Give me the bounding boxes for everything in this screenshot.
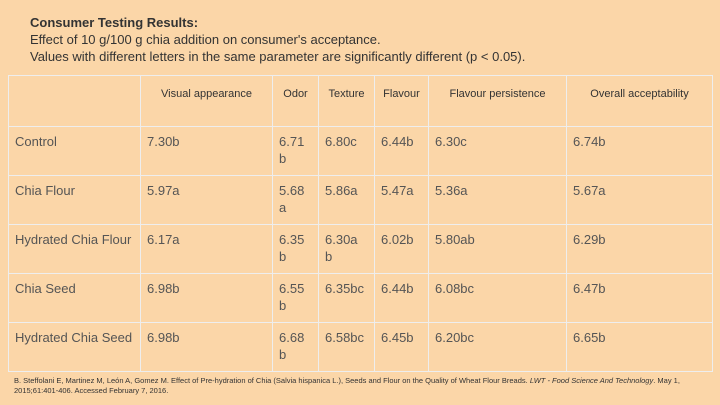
citation: B. Steffolani E, Martinez M, León A, Gom…	[14, 376, 704, 396]
cell: 6.71 b	[272, 126, 319, 176]
cell: 5.47a	[374, 175, 429, 225]
row-label: Control	[8, 126, 141, 176]
cell: 5.86a	[318, 175, 375, 225]
cell: 6.68 b	[272, 322, 319, 372]
corner-cell	[8, 75, 141, 127]
subtitle-line: Values with different letters in the sam…	[30, 49, 526, 64]
cell: 6.65b	[566, 322, 713, 372]
cell: 5.68 a	[272, 175, 319, 225]
column-header: Flavour persistence	[428, 75, 567, 127]
cell: 6.44b	[374, 273, 429, 323]
column-header: Texture	[318, 75, 375, 127]
cell: 6.35 b	[272, 224, 319, 274]
cell: 7.30b	[140, 126, 273, 176]
row-label: Chia Seed	[8, 273, 141, 323]
cell: 5.80ab	[428, 224, 567, 274]
citation-authors: B. Steffolani E, Martinez M, León A, Gom…	[14, 376, 528, 385]
cell: 6.20bc	[428, 322, 567, 372]
cell: 6.58bc	[318, 322, 375, 372]
row-label: Hydrated Chia Flour	[8, 224, 141, 274]
cell: 6.30a b	[318, 224, 375, 274]
row-label: Chia Flour	[8, 175, 141, 225]
cell: 6.80c	[318, 126, 375, 176]
citation-journal: LWT - Food Science And Technology	[529, 376, 654, 385]
title: Consumer Testing Results:	[30, 15, 199, 30]
cell: 6.47b	[566, 273, 713, 323]
cell: 5.67a	[566, 175, 713, 225]
cell: 6.17a	[140, 224, 273, 274]
table-row: Hydrated Chia Flour 6.17a 6.35 b 6.30a b 6.0…	[8, 224, 713, 274]
cell: 6.98b	[140, 322, 273, 372]
table-row: Hydrated Chia Seed 6.98b 6.68 b 6.58bc 6.45b…	[8, 322, 713, 372]
table-row: Chia Flour 5.97a 5.68 a 5.86a 5.47a 5.36a 5.67…	[8, 175, 713, 225]
header-row: Visual appearance Odor Texture Flavour Flavo…	[8, 75, 713, 127]
cell: 6.74b	[566, 126, 713, 176]
cell: 6.35bc	[318, 273, 375, 323]
cell: 6.44b	[374, 126, 429, 176]
column-header: Odor	[272, 75, 319, 127]
cell: 6.30c	[428, 126, 567, 176]
table-body: Control 7.30b 6.71 b 6.80c 6.44b 6.30c 6.74b Ch…	[8, 126, 713, 372]
cell: 5.97a	[140, 175, 273, 225]
cell: 6.55 b	[272, 273, 319, 323]
cell: 6.08bc	[428, 273, 567, 323]
column-header: Overall acceptability	[566, 75, 713, 127]
column-header: Visual appearance	[140, 75, 273, 127]
column-header: Flavour	[374, 75, 429, 127]
cell: 5.36a	[428, 175, 567, 225]
table-row: Control 7.30b 6.71 b 6.80c 6.44b 6.30c 6.74b	[8, 126, 713, 176]
cell: 6.29b	[566, 224, 713, 274]
results-table: Visual appearance Odor Texture Flavour Flavo…	[8, 75, 713, 372]
row-label: Hydrated Chia Seed	[8, 322, 141, 372]
cell: 6.45b	[374, 322, 429, 372]
cell: 6.02b	[374, 224, 429, 274]
table-row: Chia Seed 6.98b 6.55 b 6.35bc 6.44b 6.08bc 6.4…	[8, 273, 713, 323]
header: Consumer Testing Results: Effect of 10 g…	[30, 14, 525, 65]
subtitle-line: Effect of 10 g/100 g chia addition on co…	[30, 32, 381, 47]
cell: 6.98b	[140, 273, 273, 323]
citation-details: . May 1, 2015;61:401-406. Accessed Febru…	[14, 376, 680, 395]
